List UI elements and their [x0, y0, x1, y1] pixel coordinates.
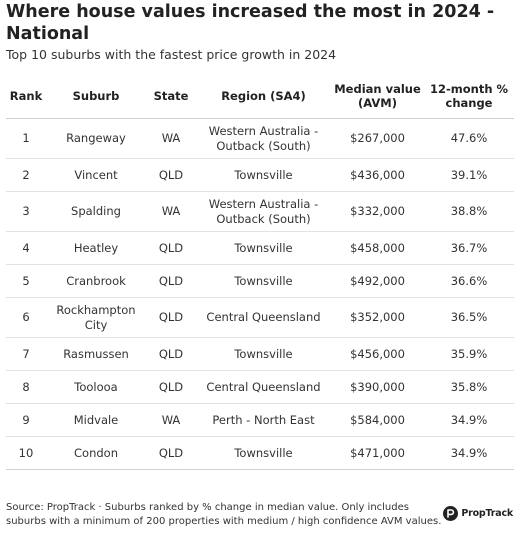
suburb-cell: Rockhampton City [46, 297, 146, 338]
suburb-cell: Vincent [46, 158, 146, 192]
region-cell: Townsville [196, 158, 331, 192]
median-value-cell: $456,000 [331, 337, 424, 371]
change-cell: 36.7% [424, 231, 514, 265]
change-cell: 34.9% [424, 436, 514, 470]
suburb-cell: Spalding [46, 191, 146, 232]
suburb-cell: Toolooa [46, 370, 146, 404]
suburb-cell: Rangeway [46, 118, 146, 159]
header-12-month-change: 12-month % change [424, 74, 514, 119]
suburb-cell: Cranbrook [46, 264, 146, 298]
region-cell: Townsville [196, 337, 331, 371]
region-cell: Central Queensland [196, 370, 331, 404]
state-cell: WA [146, 403, 196, 437]
state-cell: WA [146, 191, 196, 232]
header-state: State [146, 74, 196, 119]
median-value-cell: $492,000 [331, 264, 424, 298]
change-cell: 34.9% [424, 403, 514, 437]
rank-cell: 4 [6, 231, 46, 265]
rank-cell: 9 [6, 403, 46, 437]
suburb-cell: Heatley [46, 231, 146, 265]
region-cell: Central Queensland [196, 297, 331, 338]
state-cell: QLD [146, 231, 196, 265]
median-value-cell: $471,000 [331, 436, 424, 470]
change-cell: 36.6% [424, 264, 514, 298]
region-cell: Townsville [196, 264, 331, 298]
rank-cell: 10 [6, 436, 46, 470]
state-cell: QLD [146, 264, 196, 298]
median-value-cell: $584,000 [331, 403, 424, 437]
table-row: 1 Rangeway WA Western Australia - Outbac… [6, 118, 514, 159]
change-cell: 35.9% [424, 337, 514, 371]
header-region: Region (SA4) [196, 74, 331, 119]
header-median-value: Median value (AVM) [331, 74, 424, 119]
header-rank: Rank [6, 74, 46, 119]
table-row: 6 Rockhampton City QLD Central Queenslan… [6, 297, 514, 338]
header-suburb: Suburb [46, 74, 146, 119]
table-row: 10 Condon QLD Townsville $471,000 34.9% [6, 436, 514, 470]
median-value-cell: $267,000 [331, 118, 424, 159]
rank-cell: 7 [6, 337, 46, 371]
change-cell: 35.8% [424, 370, 514, 404]
state-cell: QLD [146, 436, 196, 470]
suburb-growth-table: Rank Suburb State Region (SA4) Median va… [6, 74, 514, 470]
table-row: 8 Toolooa QLD Central Queensland $390,00… [6, 370, 514, 404]
table-row: 2 Vincent QLD Townsville $436,000 39.1% [6, 158, 514, 192]
proptrack-logo-text: PropTrack [461, 508, 513, 519]
suburb-cell: Condon [46, 436, 146, 470]
rank-cell: 3 [6, 191, 46, 232]
region-cell: Townsville [196, 436, 331, 470]
state-cell: QLD [146, 297, 196, 338]
median-value-cell: $458,000 [331, 231, 424, 265]
source-footnote: Source: PropTrack · Suburbs ranked by % … [6, 502, 442, 527]
table-row: 9 Midvale WA Perth - North East $584,000… [6, 403, 514, 437]
rank-cell: 1 [6, 118, 46, 159]
region-cell: Western Australia - Outback (South) [196, 118, 331, 159]
table-row: 3 Spalding WA Western Australia - Outbac… [6, 191, 514, 232]
region-cell: Townsville [196, 231, 331, 265]
median-value-cell: $390,000 [331, 370, 424, 404]
proptrack-logo: PropTrack [443, 506, 513, 521]
region-cell: Perth - North East [196, 403, 331, 437]
median-value-cell: $332,000 [331, 191, 424, 232]
change-cell: 47.6% [424, 118, 514, 159]
rank-cell: 2 [6, 158, 46, 192]
rank-cell: 8 [6, 370, 46, 404]
page-title: Where house values increased the most in… [6, 2, 495, 44]
table-row: 5 Cranbrook QLD Townsville $492,000 36.6… [6, 264, 514, 298]
state-cell: QLD [146, 337, 196, 371]
state-cell: WA [146, 118, 196, 159]
state-cell: QLD [146, 370, 196, 404]
page-subtitle: Top 10 suburbs with the fastest price gr… [6, 47, 337, 62]
change-cell: 36.5% [424, 297, 514, 338]
change-cell: 38.8% [424, 191, 514, 232]
region-cell: Western Australia - Outback (South) [196, 191, 331, 232]
suburb-cell: Midvale [46, 403, 146, 437]
table-header-row: Rank Suburb State Region (SA4) Median va… [6, 74, 514, 119]
table-row: 4 Heatley QLD Townsville $458,000 36.7% [6, 231, 514, 265]
proptrack-logo-icon [443, 506, 459, 521]
rank-cell: 6 [6, 297, 46, 338]
suburb-cell: Rasmussen [46, 337, 146, 371]
median-value-cell: $436,000 [331, 158, 424, 192]
state-cell: QLD [146, 158, 196, 192]
rank-cell: 5 [6, 264, 46, 298]
table-row: 7 Rasmussen QLD Townsville $456,000 35.9… [6, 337, 514, 371]
change-cell: 39.1% [424, 158, 514, 192]
median-value-cell: $352,000 [331, 297, 424, 338]
